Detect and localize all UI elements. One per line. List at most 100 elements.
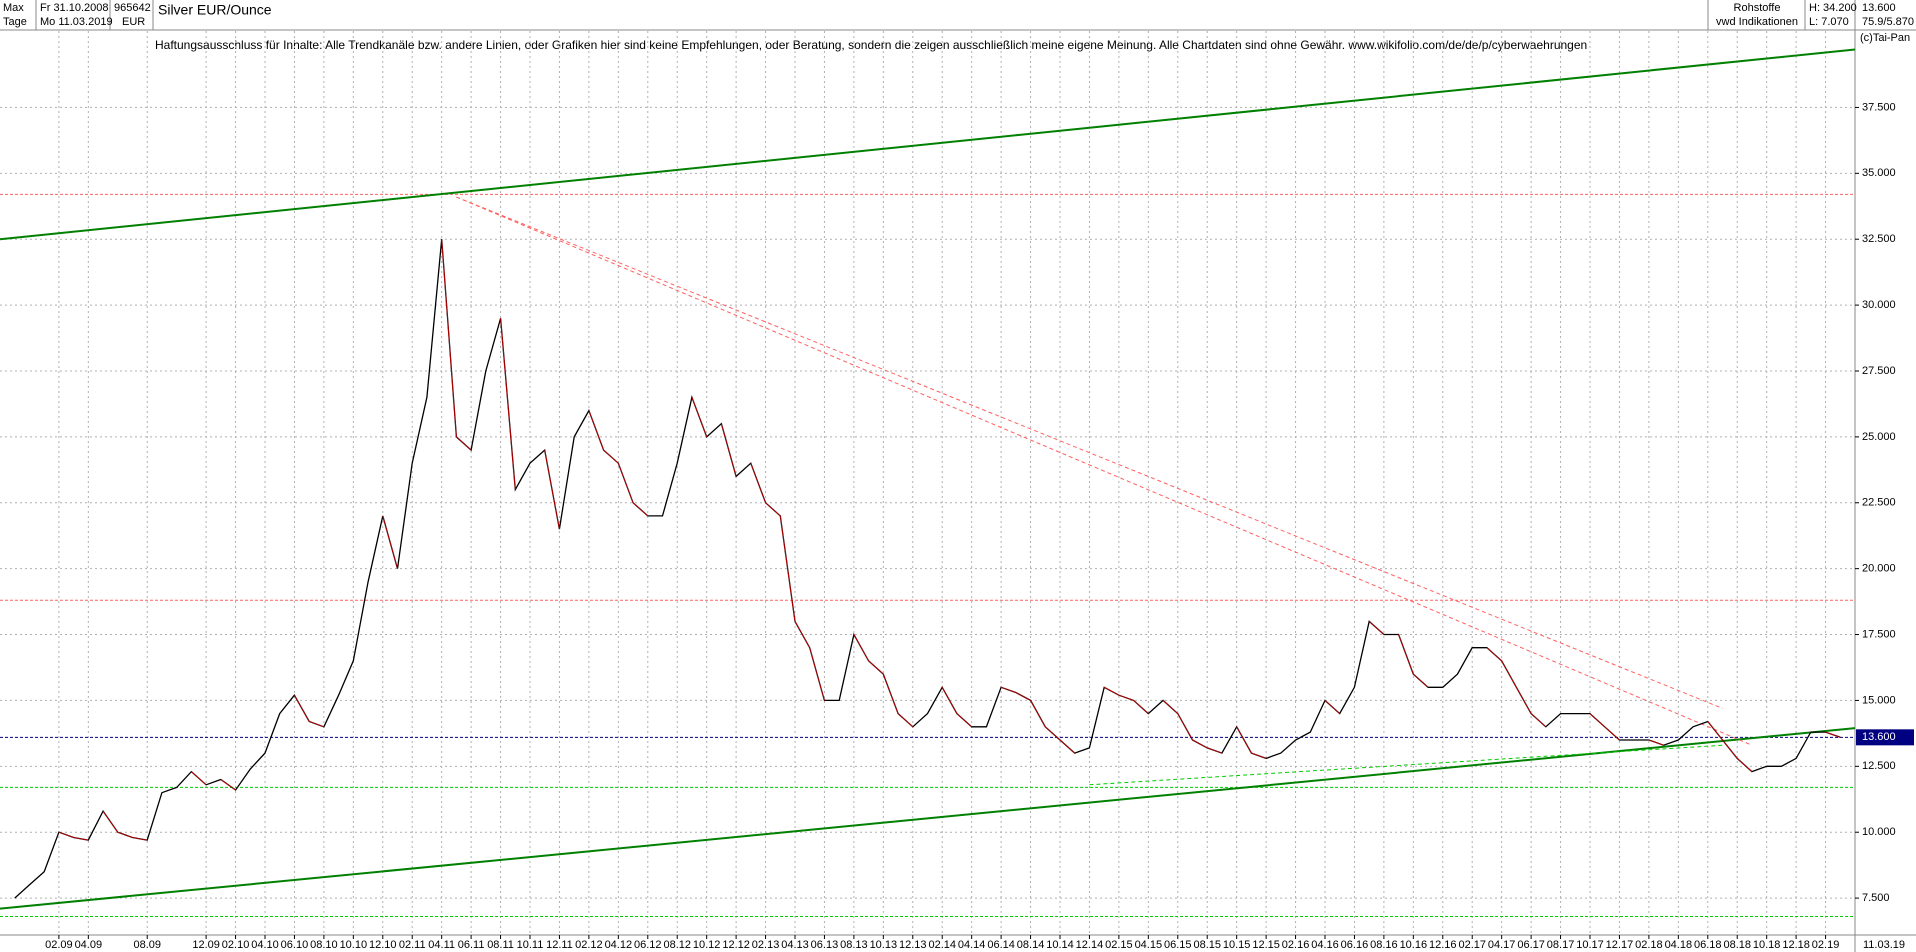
y-tick-label: 32.500 bbox=[1862, 233, 1896, 245]
down-segment bbox=[1501, 660, 1517, 688]
x-tick-label: 04.13 bbox=[781, 939, 809, 951]
x-tick-label: 12.13 bbox=[899, 939, 927, 951]
down-segment bbox=[1516, 687, 1532, 714]
extra: 75.9/5.870 bbox=[1862, 16, 1914, 28]
down-segment bbox=[1825, 731, 1841, 738]
x-tick-label: 08.18 bbox=[1723, 939, 1751, 951]
y-tick-label: 37.500 bbox=[1862, 101, 1896, 113]
down-segment bbox=[220, 779, 236, 791]
x-tick-label: 02.19 bbox=[1812, 939, 1840, 951]
x-tick-label: 06.15 bbox=[1164, 939, 1192, 951]
x-tick-label: 12.10 bbox=[369, 939, 397, 951]
last-price-label: 13.600 bbox=[1862, 731, 1896, 743]
trend-line bbox=[1089, 744, 1723, 786]
x-tick-label: 12.17 bbox=[1606, 939, 1634, 951]
x-tick-label: 02.09 bbox=[45, 939, 73, 951]
down-segment bbox=[941, 687, 958, 714]
down-segment bbox=[617, 463, 634, 503]
down-segment bbox=[1648, 739, 1664, 746]
down-segment bbox=[603, 449, 619, 464]
x-tick-label: 04.15 bbox=[1135, 939, 1163, 951]
down-segment bbox=[1368, 621, 1385, 635]
x-tick-label: 04.12 bbox=[605, 939, 633, 951]
x-tick-label: 08.17 bbox=[1547, 939, 1575, 951]
source: vwd Indikationen bbox=[1716, 16, 1798, 28]
down-segment bbox=[132, 837, 148, 841]
last: 13.600 bbox=[1862, 2, 1896, 14]
y-tick-label: 20.000 bbox=[1862, 563, 1896, 575]
down-segment bbox=[73, 837, 89, 841]
wkn: 965642 bbox=[114, 2, 151, 14]
down-segment bbox=[1604, 726, 1620, 741]
trend-line bbox=[0, 727, 1856, 910]
down-segment bbox=[1722, 739, 1738, 759]
x-tick-label: 02.14 bbox=[928, 939, 956, 951]
down-segment bbox=[382, 515, 398, 569]
down-segment bbox=[1236, 726, 1252, 754]
x-tick-label: 04.18 bbox=[1665, 939, 1693, 951]
x-tick-label: 04.14 bbox=[958, 939, 986, 951]
down-segment bbox=[882, 673, 899, 714]
x-tick-label: 10.14 bbox=[1046, 939, 1074, 951]
down-segment bbox=[1133, 700, 1149, 714]
x-tick-label: 10.13 bbox=[870, 939, 898, 951]
chart-title: Silver EUR/Ounce bbox=[158, 2, 272, 18]
down-segment bbox=[1118, 694, 1134, 701]
x-tick-label: 10.12 bbox=[693, 939, 721, 951]
low: L: 7.070 bbox=[1809, 16, 1849, 28]
down-segment bbox=[1030, 700, 1046, 727]
interval[interactable]: Tage bbox=[3, 16, 27, 28]
x-tick-label: 08.13 bbox=[840, 939, 868, 951]
x-tick-label: 06.11 bbox=[458, 939, 485, 951]
y-tick-label: 7.500 bbox=[1862, 892, 1890, 904]
x-tick-label: 12.15 bbox=[1252, 939, 1280, 951]
x-tick-label: 10.18 bbox=[1753, 939, 1781, 951]
trend-line bbox=[0, 48, 1856, 241]
x-tick-label: 10.15 bbox=[1223, 939, 1251, 951]
down-segment bbox=[897, 713, 914, 728]
down-segment bbox=[1207, 747, 1223, 754]
x-tick-label: 10.16 bbox=[1400, 939, 1428, 951]
x-tick-label: 06.17 bbox=[1517, 939, 1545, 951]
down-segment bbox=[779, 515, 796, 622]
x-tick-label: 04.11 bbox=[428, 939, 455, 951]
x-tick-label: 12.18 bbox=[1782, 939, 1810, 951]
x-tick-label: 06.10 bbox=[281, 939, 309, 951]
y-tick-label: 15.000 bbox=[1862, 694, 1896, 706]
down-segment bbox=[309, 721, 325, 728]
x-tick-label: 02.15 bbox=[1105, 939, 1133, 951]
down-segment bbox=[1015, 692, 1031, 701]
x-tick-label: 02.16 bbox=[1282, 939, 1310, 951]
x-tick-label: 02.18 bbox=[1635, 939, 1663, 951]
down-segment bbox=[102, 810, 119, 833]
x-tick-label: 12.12 bbox=[722, 939, 750, 951]
down-segment bbox=[794, 621, 811, 648]
down-segment bbox=[441, 239, 457, 437]
y-tick-label: 27.500 bbox=[1862, 365, 1896, 377]
y-tick-label: 35.000 bbox=[1862, 167, 1896, 179]
x-tick-label: 02.10 bbox=[222, 939, 250, 951]
down-segment bbox=[1192, 739, 1208, 749]
down-segment bbox=[1486, 647, 1502, 662]
y-tick-label: 12.500 bbox=[1862, 760, 1896, 772]
down-segment bbox=[1162, 700, 1179, 714]
down-segment bbox=[117, 831, 133, 838]
down-segment bbox=[1059, 739, 1075, 754]
group: Rohstoffe bbox=[1734, 2, 1781, 14]
x-tick-label: 08.16 bbox=[1370, 939, 1398, 951]
down-segment bbox=[1324, 700, 1340, 714]
down-segment bbox=[1398, 634, 1414, 675]
x-tick-label: 10.17 bbox=[1576, 939, 1604, 951]
x-tick-label: 10.11 bbox=[517, 939, 544, 951]
x-tick-label: 12.14 bbox=[1076, 939, 1104, 951]
down-segment bbox=[750, 463, 766, 503]
x-tick-label: 02.12 bbox=[575, 939, 603, 951]
down-segment bbox=[294, 694, 310, 722]
x-tick-label: 04.16 bbox=[1311, 939, 1339, 951]
x-tick-label: 02.11 bbox=[399, 939, 426, 951]
high: H: 34.200 bbox=[1809, 2, 1857, 14]
range[interactable]: Max bbox=[3, 2, 24, 14]
down-segment bbox=[1045, 726, 1061, 741]
